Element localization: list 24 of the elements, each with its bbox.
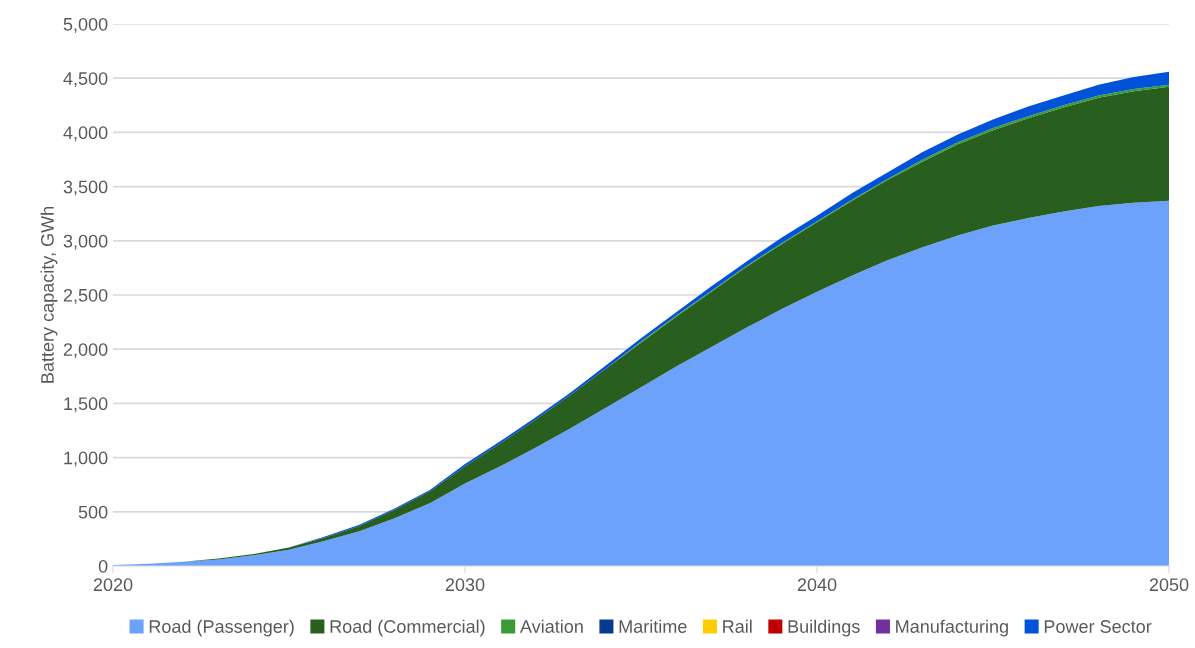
y-tick-label: 4,000 bbox=[63, 126, 108, 142]
legend-label: Rail bbox=[723, 619, 752, 633]
legend-label: Maritime bbox=[619, 619, 687, 633]
y-tick-label: 0 bbox=[98, 559, 108, 573]
x-tick-label: 2050 bbox=[1149, 578, 1189, 592]
y-tick-label: 3,500 bbox=[63, 180, 108, 196]
legend-label: Road (Commercial) bbox=[330, 619, 485, 637]
y-tick-label: 1,500 bbox=[64, 397, 108, 413]
y-tick-label: 2,000 bbox=[63, 343, 108, 359]
x-tick-label: 2020 bbox=[93, 578, 133, 592]
x-tick-label: 2040 bbox=[797, 578, 837, 592]
y-tick-label: 5,000 bbox=[63, 17, 108, 33]
x-tick-label: 2030 bbox=[445, 578, 485, 592]
y-tick-label: 4,500 bbox=[63, 72, 108, 88]
y-tick-label: 3,000 bbox=[63, 234, 108, 250]
legend-label: Manufacturing bbox=[896, 619, 1008, 637]
legend-label: Power Sector bbox=[1044, 620, 1152, 633]
legend-label: Aviation bbox=[519, 619, 583, 633]
y-tick-label: 500 bbox=[78, 505, 108, 519]
legend-label: Buildings bbox=[788, 619, 860, 637]
y-tick-label: 2,500 bbox=[63, 288, 108, 304]
legend-label: Road (Passenger) bbox=[149, 619, 294, 637]
y-axis-title: Battery capacity, GWh bbox=[40, 207, 58, 383]
y-tick-label: 1,000 bbox=[64, 451, 108, 467]
